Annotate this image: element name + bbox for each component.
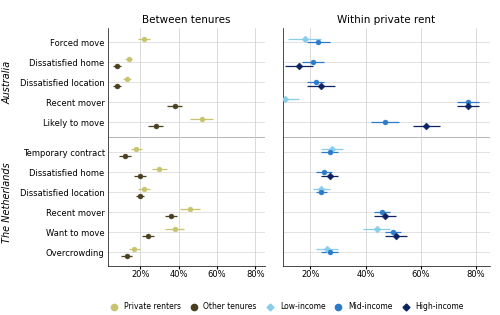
Text: Australia: Australia	[2, 61, 12, 104]
Legend: Private renters, Other tenures, Low-income, Mid-income, High-income: Private renters, Other tenures, Low-inco…	[106, 302, 464, 311]
Title: Between tenures: Between tenures	[142, 15, 231, 25]
Title: Within private rent: Within private rent	[337, 15, 436, 25]
Text: The Netherlands: The Netherlands	[2, 162, 12, 243]
